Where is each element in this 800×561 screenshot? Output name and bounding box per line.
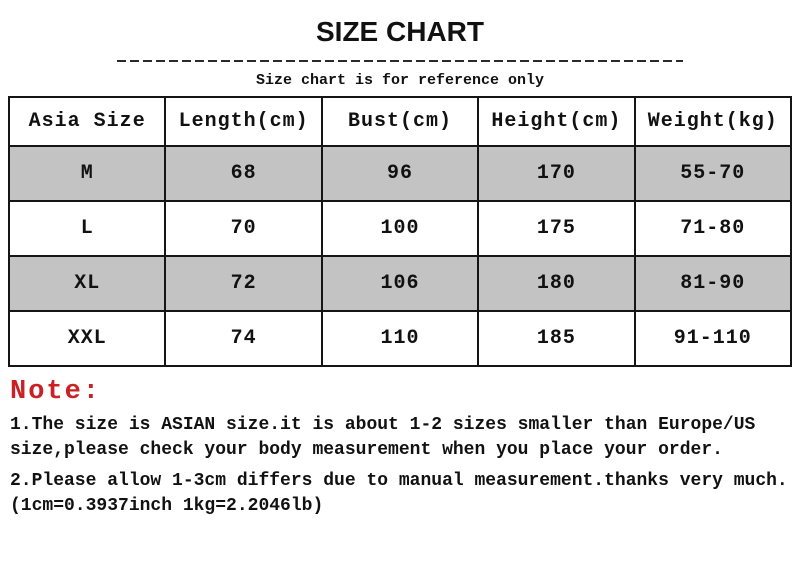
cell-height: 170 — [477, 145, 636, 202]
size-table: Asia Size Length(cm) Bust(cm) Height(cm)… — [7, 96, 793, 367]
cell-size: XXL — [7, 310, 167, 367]
size-table-body: M 68 96 170 55-70 L 70 100 175 71-80 XL … — [7, 145, 793, 367]
header-weight: Weight(kg) — [633, 96, 793, 147]
header-length: Length(cm) — [164, 96, 323, 147]
size-chart-page: SIZE CHART Size chart is for reference o… — [0, 16, 800, 519]
header-asia-size: Asia Size — [7, 96, 167, 147]
header-row: Asia Size Length(cm) Bust(cm) Height(cm)… — [7, 96, 793, 147]
cell-bust: 106 — [320, 255, 480, 312]
page-title: SIZE CHART — [316, 16, 484, 47]
cell-size: M — [7, 145, 167, 202]
header-height: Height(cm) — [477, 96, 636, 147]
dashed-divider-line — [117, 60, 683, 62]
cell-height: 180 — [477, 255, 636, 312]
cell-length: 68 — [164, 145, 323, 202]
cell-length: 70 — [164, 200, 323, 257]
table-row-xl: XL 72 106 180 81-90 — [7, 255, 793, 312]
cell-size: XL — [7, 255, 167, 312]
cell-weight: 81-90 — [633, 255, 793, 312]
cell-weight: 91-110 — [633, 310, 793, 367]
cell-size: L — [7, 200, 167, 257]
cell-height: 185 — [477, 310, 636, 367]
cell-bust: 110 — [320, 310, 480, 367]
header-bust: Bust(cm) — [320, 96, 480, 147]
cell-length: 74 — [164, 310, 323, 367]
note-item-1: 1.The size is ASIAN size.it is about 1-2… — [10, 415, 756, 460]
cell-weight: 55-70 — [633, 145, 793, 202]
note-label: Note: — [10, 377, 102, 407]
cell-length: 72 — [164, 255, 323, 312]
reference-subtitle: Size chart is for reference only — [255, 72, 545, 89]
cell-weight: 71-80 — [633, 200, 793, 257]
table-row-l: L 70 100 175 71-80 — [7, 200, 793, 257]
size-table-header: Asia Size Length(cm) Bust(cm) Height(cm)… — [7, 96, 793, 147]
table-row-m: M 68 96 170 55-70 — [7, 145, 793, 202]
note-item-2: 2.Please allow 1-3cm differs due to manu… — [10, 471, 788, 516]
table-row-xxl: XXL 74 110 185 91-110 — [7, 310, 793, 367]
cell-bust: 96 — [320, 145, 480, 202]
cell-bust: 100 — [320, 200, 480, 257]
cell-height: 175 — [477, 200, 636, 257]
